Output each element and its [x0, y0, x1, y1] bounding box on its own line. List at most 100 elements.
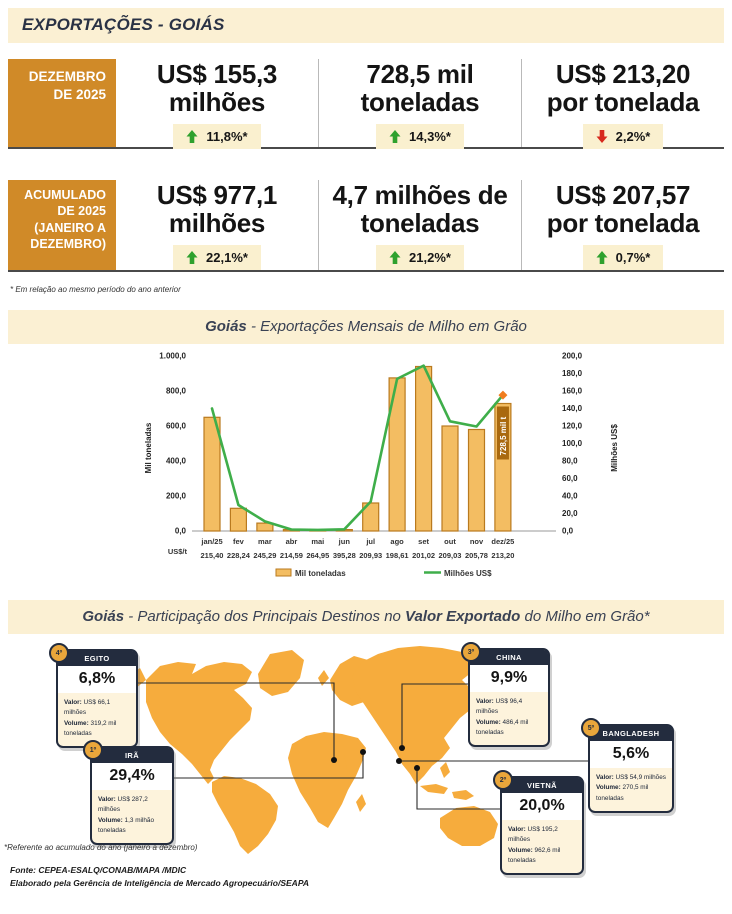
svg-text:228,24: 228,24	[227, 551, 251, 560]
change-value: 0,7%*	[615, 250, 651, 266]
kpi-value-line1: 728,5 mil	[366, 59, 474, 89]
svg-text:mar: mar	[258, 537, 272, 546]
svg-text:180,0: 180,0	[562, 369, 583, 378]
up-arrow-icon	[389, 130, 401, 144]
svg-text:209,03: 209,03	[439, 551, 462, 560]
svg-text:264,95: 264,95	[306, 551, 329, 560]
destination-card-ira: 1º IRÃ 29,4% Valor: US$ 287,2 milhões Vo…	[83, 740, 174, 845]
svg-text:215,40: 215,40	[201, 551, 224, 560]
volume-label: Volume:	[508, 846, 533, 854]
svg-text:1.000,0: 1.000,0	[159, 352, 186, 361]
svg-text:0,0: 0,0	[562, 527, 574, 536]
elaborado-line: Elaborado pela Gerência de Inteligência …	[10, 878, 309, 889]
up-arrow-icon	[186, 130, 198, 144]
svg-text:60,0: 60,0	[562, 474, 578, 483]
down-arrow-icon	[596, 130, 608, 144]
svg-text:245,29: 245,29	[253, 551, 276, 560]
period-label-accumulated: ACUMULADO DE 2025 (JANEIRO A DEZEMBRO)	[8, 180, 116, 270]
volume-label: Volume:	[476, 718, 501, 726]
fonte-line: Fonte: CEPEA-ESALQ/CONAB/MAPA /MDIC	[10, 865, 187, 875]
svg-text:400,0: 400,0	[166, 457, 187, 466]
svg-text:jul: jul	[365, 537, 375, 546]
change-badge: 14,3%*	[376, 124, 464, 150]
kpi-value-line2: toneladas	[360, 87, 480, 118]
svg-text:Milhões US$: Milhões US$	[444, 569, 492, 578]
svg-text:198,61: 198,61	[386, 551, 409, 560]
up-arrow-icon	[186, 251, 198, 265]
kpi-value-usd: US$ 155,3 milhões 11,8%*	[116, 59, 318, 150]
valor-value: US$ 195,2 milhões	[508, 826, 558, 844]
destination-name: VIETNÃ	[502, 778, 582, 793]
page-title: EXPORTAÇÕES - GOIÁS	[22, 15, 225, 34]
svg-text:201,02: 201,02	[412, 551, 435, 560]
kpi-value-line2: milhões	[168, 208, 266, 239]
volume-label: Volume:	[596, 784, 621, 792]
destinations-map: 4º EGITO 6,8% Valor: US$ 66,1 milhões Vo…	[0, 636, 732, 875]
svg-text:100,0: 100,0	[562, 439, 583, 448]
destination-card-egito: 4º EGITO 6,8% Valor: US$ 66,1 milhões Vo…	[49, 643, 138, 748]
valor-value: US$ 287,2 milhões	[98, 796, 148, 814]
svg-text:20,0: 20,0	[562, 509, 578, 518]
change-value: 21,2%*	[409, 250, 451, 266]
change-badge: 0,7%*	[582, 245, 664, 271]
destination-card-bangladesh: 5º BANGLADESH 5,6% Valor: US$ 54,9 milhõ…	[581, 718, 674, 813]
valor-label: Valor:	[476, 698, 494, 705]
change-badge: 21,2%*	[376, 245, 464, 271]
kpi-value-line2: por tonelada	[546, 87, 700, 118]
rank-badge: 5º	[581, 718, 601, 738]
change-badge: 11,8%*	[173, 124, 261, 150]
kpi-value-tons: 728,5 mil toneladas 14,3%*	[318, 59, 521, 150]
destination-name: EGITO	[58, 651, 136, 666]
kpi-value-line2: por tonelada	[546, 208, 700, 239]
destination-card-vietna: 2º VIETNÃ 20,0% Valor: US$ 195,2 milhões…	[493, 770, 584, 875]
svg-text:US$/t: US$/t	[168, 547, 188, 556]
valor-label: Valor:	[508, 826, 526, 833]
svg-text:jun: jun	[338, 537, 351, 546]
rank-badge: 4º	[49, 643, 69, 663]
svg-text:160,0: 160,0	[562, 387, 583, 396]
svg-text:ago: ago	[390, 537, 404, 546]
destination-name: CHINA	[470, 650, 548, 665]
volume-value: 486,4 mil toneladas	[476, 718, 529, 736]
volume-label: Volume:	[64, 719, 89, 727]
change-badge: 22,1%*	[173, 245, 261, 271]
kpi-value-line1: 4,7 milhões de	[332, 180, 508, 210]
source-footer: Fonte: CEPEA-ESALQ/CONAB/MAPA /MDIC Elab…	[10, 864, 732, 890]
change-value: 11,8%*	[206, 129, 248, 145]
change-badge: 2,2%*	[582, 124, 664, 150]
up-arrow-icon	[389, 251, 401, 265]
kpi-row-accumulated: ACUMULADO DE 2025 (JANEIRO A DEZEMBRO) U…	[8, 180, 724, 272]
kpi-value-usd: US$ 977,1 milhões 22,1%*	[116, 180, 318, 271]
destination-name: BANGLADESH	[590, 726, 672, 741]
svg-text:600,0: 600,0	[166, 422, 187, 431]
kpi-value-line1: US$ 977,1	[156, 180, 278, 210]
map-section-title: Goiás - Participação dos Principais Dest…	[8, 600, 724, 634]
valor-label: Valor:	[64, 699, 82, 706]
svg-text:set: set	[418, 537, 429, 546]
volume-value: 1,3 milhão toneladas	[98, 816, 155, 834]
change-value: 14,3%*	[409, 129, 451, 145]
chart-svg: 0,0 200,0 400,0 600,0 800,0 1.000,0 0,0 20,0 40,…	[144, 352, 619, 579]
kpi-value-line2: milhões	[168, 87, 266, 118]
kpi-value-price: US$ 207,57 por tonelada 0,7%*	[521, 180, 724, 271]
rank-badge: 3º	[461, 642, 481, 662]
kpi-value-line1: US$ 155,3	[156, 59, 278, 89]
volume-value: 962,6 mil toneladas	[508, 846, 561, 864]
valor-value: US$ 66,1 milhões	[64, 699, 111, 717]
destination-share: 9,9%	[470, 665, 548, 692]
monthly-exports-chart: 0,0 200,0 400,0 600,0 800,0 1.000,0 0,0 20,0 40,…	[0, 348, 732, 584]
kpi-value-line1: US$ 213,20	[555, 59, 691, 89]
change-value: 2,2%*	[615, 129, 651, 145]
svg-text:80,0: 80,0	[562, 457, 578, 466]
svg-text:120,0: 120,0	[562, 422, 583, 431]
svg-text:out: out	[444, 537, 456, 546]
map-footnote: *Referente ao acumulado do ano (janeiro …	[4, 843, 198, 852]
svg-text:0,0: 0,0	[175, 527, 187, 536]
svg-text:209,93: 209,93	[359, 551, 382, 560]
kpi-value-line2: toneladas	[360, 208, 480, 239]
svg-text:abr: abr	[286, 537, 298, 546]
svg-text:Milhões US$: Milhões US$	[610, 424, 619, 472]
valor-label: Valor:	[596, 774, 614, 781]
kpi-value-line1: US$ 207,57	[555, 180, 691, 210]
